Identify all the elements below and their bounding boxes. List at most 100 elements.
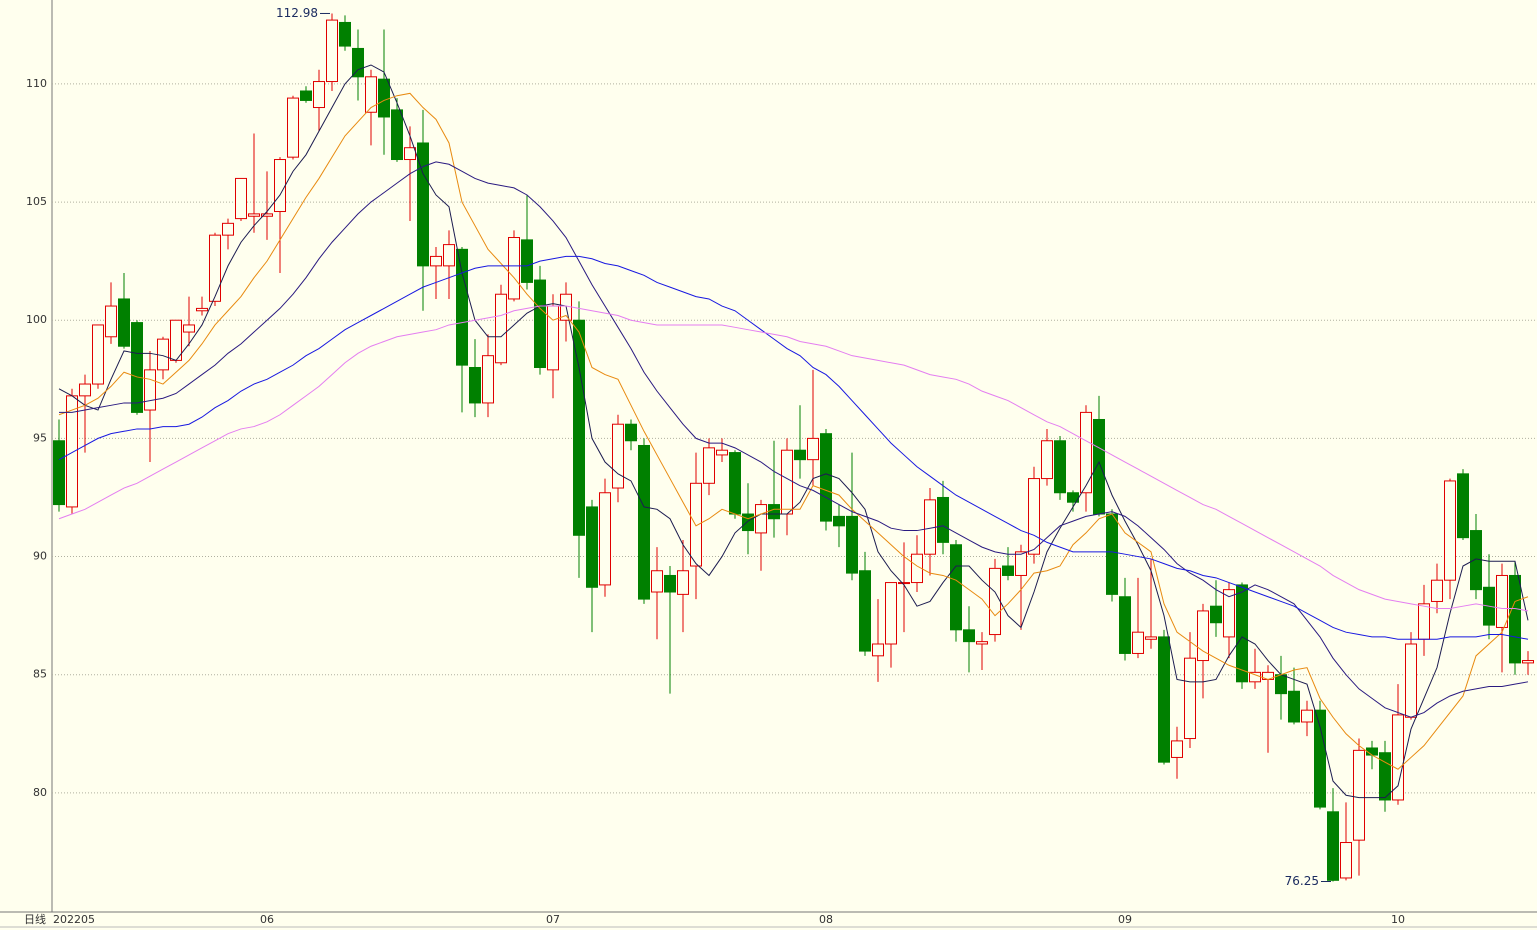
y-tick-label: 80 xyxy=(33,786,47,799)
candle-body xyxy=(274,159,286,213)
candle-body xyxy=(612,423,624,489)
candle-body xyxy=(313,81,325,109)
low-label: 76.25 xyxy=(1285,874,1319,888)
candle-body xyxy=(300,90,312,101)
candle-body xyxy=(1132,631,1144,654)
candle-body xyxy=(885,582,897,645)
y-tick-label: 95 xyxy=(33,431,47,444)
candle-body xyxy=(365,76,377,113)
moving-average-line xyxy=(58,255,1529,640)
candle-body xyxy=(1145,636,1157,640)
candle-body xyxy=(833,515,845,527)
candle-body xyxy=(248,213,260,217)
candle-body xyxy=(1288,690,1300,723)
candle-body xyxy=(1509,574,1521,664)
moving-average-line xyxy=(58,305,1529,612)
candle-body xyxy=(1457,473,1469,539)
y-tick-label: 100 xyxy=(26,313,47,326)
candle-body xyxy=(469,366,481,404)
candle-body xyxy=(638,444,650,600)
candle-body xyxy=(1340,842,1352,879)
candle-body xyxy=(1496,574,1508,628)
candle-body xyxy=(937,496,949,543)
candle-body xyxy=(118,298,130,347)
candle-body xyxy=(508,237,520,300)
candle-body xyxy=(92,324,104,385)
candle-body xyxy=(1041,440,1053,480)
candle-body xyxy=(1080,411,1092,494)
moving-average-line xyxy=(58,92,1529,770)
candle-body xyxy=(1522,660,1534,664)
candle-body xyxy=(1301,709,1313,723)
candle-body xyxy=(131,322,143,413)
moving-average-line xyxy=(59,161,1529,718)
candle-body xyxy=(1197,610,1209,662)
candle-body xyxy=(742,513,754,532)
candle-body xyxy=(703,447,715,484)
candle-body xyxy=(170,319,182,361)
candle-body xyxy=(378,78,390,118)
candle-body xyxy=(1379,752,1391,801)
candle-body xyxy=(326,19,338,83)
candle-body xyxy=(794,449,806,461)
x-tick-label: 202205 xyxy=(53,913,95,926)
candle-body xyxy=(989,567,1001,636)
candle-body xyxy=(391,109,403,161)
candle-body xyxy=(547,305,559,371)
candle-body xyxy=(287,97,299,158)
high-label: 112.98 xyxy=(276,6,318,20)
candle-body xyxy=(599,492,611,586)
y-tick-label: 90 xyxy=(33,550,47,563)
y-tick-label: 85 xyxy=(33,668,47,681)
candle-body xyxy=(1275,674,1287,695)
candle-body xyxy=(586,506,598,588)
period-label: 日线 xyxy=(24,912,46,926)
candle-body xyxy=(950,544,962,631)
candle-body xyxy=(690,482,702,567)
candle-body xyxy=(1106,513,1118,595)
candle-body xyxy=(1028,478,1040,555)
candle-body xyxy=(222,222,234,236)
candle-body xyxy=(807,437,819,461)
candle-body xyxy=(482,355,494,404)
candle-body xyxy=(1327,811,1339,881)
candle-body xyxy=(664,574,676,593)
candle-body xyxy=(339,21,351,47)
candle-body xyxy=(1431,579,1443,602)
candle-body xyxy=(417,142,429,267)
candle-body xyxy=(1158,636,1170,763)
candle-body xyxy=(430,255,442,267)
candle-body xyxy=(183,324,195,333)
candle-body xyxy=(443,244,455,267)
y-tick-label: 105 xyxy=(26,195,47,208)
candle-body xyxy=(53,440,65,506)
candle-body xyxy=(781,449,793,515)
x-tick-label: 07 xyxy=(546,913,560,926)
x-tick-label: 08 xyxy=(819,913,833,926)
candle-body xyxy=(768,504,780,520)
candle-body xyxy=(573,319,585,536)
candle-body xyxy=(976,641,988,645)
x-tick-label: 09 xyxy=(1118,913,1132,926)
candle-body xyxy=(534,279,546,368)
candle-body xyxy=(1223,589,1235,638)
candle-body xyxy=(521,239,533,283)
candle-body xyxy=(352,47,364,78)
candle-body xyxy=(651,570,663,593)
candle-body xyxy=(677,570,689,595)
x-tick-label: 10 xyxy=(1391,913,1405,926)
candle-body xyxy=(716,449,728,456)
candle-body xyxy=(820,433,832,522)
candle-body xyxy=(625,423,637,442)
candle-body xyxy=(495,293,507,364)
candle-body xyxy=(1002,565,1014,576)
candle-body xyxy=(261,213,273,217)
candle-body xyxy=(729,452,741,515)
moving-average-line xyxy=(58,64,1529,799)
candle-body xyxy=(755,504,767,534)
candle-body xyxy=(898,582,910,585)
candle-body xyxy=(1184,657,1196,740)
candle-body xyxy=(1171,740,1183,758)
